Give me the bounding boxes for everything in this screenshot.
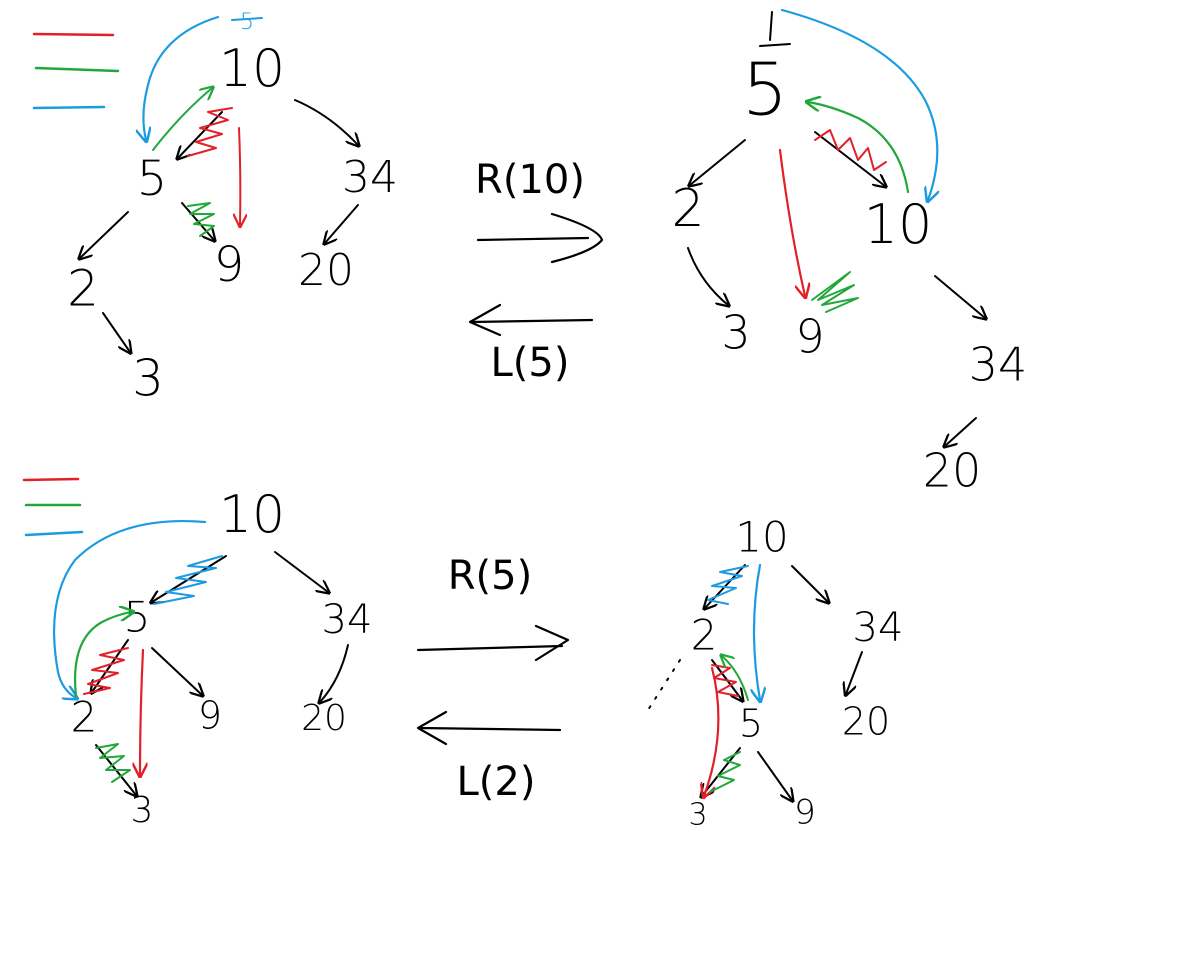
edge-34-20: [846, 651, 863, 694]
node-2: 2: [71, 693, 98, 742]
node-9: 9: [795, 310, 824, 364]
green-scribble-9: [811, 271, 859, 313]
red-arrow-5-9: [778, 148, 805, 296]
ops-bottom: R(5) L(2): [416, 553, 570, 805]
node-3: 3: [131, 790, 154, 831]
edge-34-20: [325, 204, 359, 243]
red-scribble-5-10: [814, 129, 887, 171]
edge-5-9: [151, 647, 202, 695]
tree-top-left: 10 5 34 2 9 20 3 5: [67, 10, 398, 408]
op-arrow-backward-top: [468, 303, 594, 337]
legend-green-line: [34, 66, 120, 73]
edge-2-3: [687, 247, 728, 305]
green-arrow-2-5: [74, 612, 132, 698]
legend-top: [32, 32, 120, 110]
node-10: 10: [864, 193, 933, 256]
edge-5-2: [690, 139, 746, 185]
blue-arrow-to-5: [143, 15, 220, 140]
node-5: 5: [124, 593, 151, 642]
green-arrow-5-10: [152, 88, 212, 151]
op-arrow-forward-bottom: [416, 624, 570, 662]
edge-5-9: [757, 751, 792, 800]
blue-mark-5: 5: [240, 10, 254, 35]
legend-red-line: [32, 32, 115, 37]
node-20: 20: [298, 245, 354, 296]
parent-stub: [759, 11, 791, 47]
op-label-l5: L(5): [491, 340, 570, 386]
edge-10-34: [791, 565, 828, 602]
edge-34-20: [320, 644, 349, 702]
node-34: 34: [969, 338, 1028, 392]
red-scribble-5-2: [83, 647, 129, 695]
red-arrow-2-3: [704, 666, 720, 796]
blue-arrow-10-5: [754, 563, 760, 700]
node-3: 3: [688, 798, 707, 833]
node-2: 2: [67, 260, 99, 318]
node-9: 9: [214, 237, 245, 293]
node-3: 3: [721, 306, 750, 360]
ops-top: R(10) L(5): [468, 157, 604, 386]
legend-blue-line: [24, 530, 84, 537]
node-9: 9: [794, 793, 816, 833]
blue-arrow-to-10: [780, 8, 937, 200]
green-arrow-10-5: [808, 102, 910, 194]
op-label-r5: R(5): [448, 553, 532, 599]
edge-34-20: [945, 417, 977, 446]
node-34: 34: [322, 597, 373, 643]
red-arrow-5-3: [140, 648, 143, 775]
node-20: 20: [923, 444, 982, 498]
node-10: 10: [735, 513, 788, 562]
node-34: 34: [342, 152, 398, 203]
blue-scribble-10-2: [707, 565, 749, 605]
legend-bottom: [22, 477, 84, 537]
node-10: 10: [219, 39, 285, 99]
node-5: 5: [739, 702, 763, 746]
blue-scribble-10-5: [153, 555, 223, 605]
edge-10-34: [294, 99, 358, 145]
op-label-l2: L(2): [457, 759, 536, 805]
parent-dots: [647, 659, 681, 711]
legend-blue-line: [32, 105, 106, 110]
legend-red-line: [22, 477, 80, 482]
edge-5-10: [814, 131, 885, 186]
green-scribble-2-3: [95, 743, 131, 783]
node-5: 5: [742, 48, 788, 132]
node-2: 2: [671, 179, 704, 239]
blue-arrow-10-2: [53, 519, 207, 698]
tree-bottom-left: 10 5 34 2 9 20 3: [53, 485, 373, 831]
node-3: 3: [132, 350, 164, 408]
tree-bottom-right: 10 2 34 5 20 3 9: [647, 513, 904, 833]
tree-top-right: 5 2 10 3 9 34 20: [671, 8, 1028, 498]
edge-5-2: [80, 211, 129, 258]
edge-10-34: [934, 275, 985, 318]
op-arrow-forward-top: [476, 212, 604, 264]
green-scribble-5-9: [187, 202, 215, 237]
op-arrow-backward-bottom: [416, 710, 562, 746]
edge-5-2: [92, 639, 129, 692]
node-20: 20: [842, 700, 890, 744]
edge-10-5: [178, 111, 223, 158]
node-9: 9: [198, 694, 222, 738]
op-label-r10: R(10): [475, 157, 585, 203]
node-34: 34: [853, 605, 904, 651]
green-scribble-5-3: [709, 751, 741, 793]
red-arrow-10-9: [239, 127, 240, 225]
node-5: 5: [137, 151, 168, 207]
red-scribble-10-5: [187, 107, 233, 157]
edge-2-3: [102, 312, 130, 352]
node-10: 10: [219, 485, 285, 545]
blue-mark-strike: [231, 17, 263, 21]
green-arrow-5-2: [722, 656, 749, 701]
node-20: 20: [301, 698, 347, 739]
edge-10-34: [274, 551, 328, 592]
node-2: 2: [691, 611, 718, 660]
